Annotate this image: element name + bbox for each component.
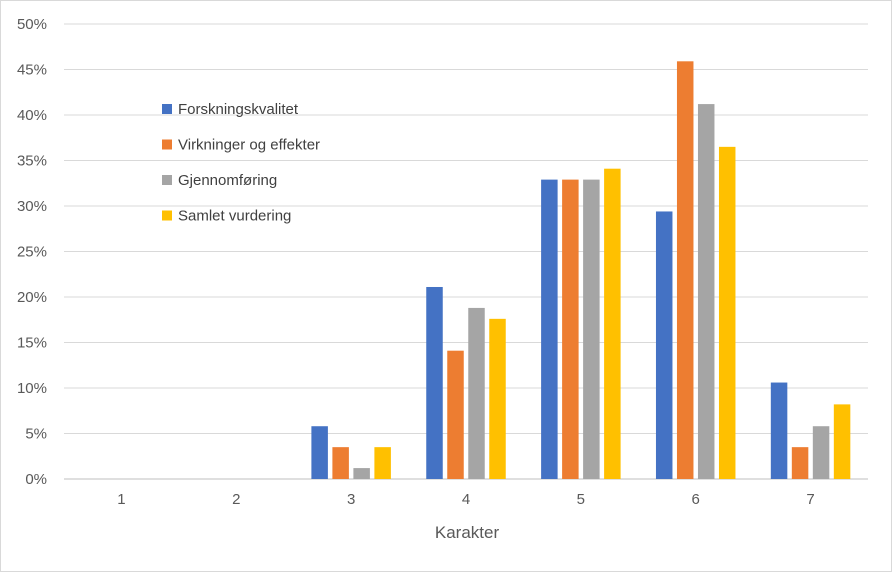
y-tick-label: 35%	[17, 153, 47, 170]
legend-label: Gjennomføring	[178, 172, 277, 189]
legend-label: Samlet vurdering	[178, 208, 291, 225]
x-tick-label: 1	[117, 491, 125, 508]
bar	[332, 447, 349, 479]
bar	[311, 426, 328, 479]
bar	[770, 382, 788, 479]
bar	[374, 447, 391, 479]
bar	[426, 286, 443, 479]
bar	[562, 179, 579, 480]
bar	[655, 211, 673, 479]
bar	[604, 168, 621, 479]
x-tick-label: 2	[232, 491, 240, 508]
legend-swatch	[162, 104, 172, 114]
y-tick-label: 15%	[17, 335, 47, 352]
y-tick-label: 0%	[25, 471, 47, 488]
bar	[468, 307, 485, 479]
legend-label: Virkninger og effekter	[178, 137, 320, 154]
y-tick-label: 25%	[17, 244, 47, 261]
y-tick-label: 45%	[17, 62, 47, 79]
bars	[311, 61, 851, 480]
legend-swatch	[162, 210, 172, 221]
bar	[697, 104, 715, 479]
y-tick-label: 5%	[25, 426, 47, 443]
legend-swatch	[162, 139, 172, 150]
x-axis-title: Karakter	[435, 523, 500, 542]
y-axis-ticks: 0% 5% 10% 15% 20% 25% 30% 35% 40% 45% 50%	[17, 16, 47, 488]
bar	[583, 179, 600, 480]
bar	[812, 426, 830, 479]
x-tick-label: 5	[577, 491, 585, 508]
legend-swatch	[162, 175, 172, 185]
bar	[447, 350, 464, 479]
bar	[791, 447, 809, 479]
x-axis-ticks: 1 2 3 4 5 6 7	[117, 491, 814, 508]
bar	[489, 318, 506, 479]
bar	[676, 61, 694, 480]
x-tick-label: 4	[462, 491, 470, 508]
bar	[353, 468, 370, 479]
x-tick-label: 3	[347, 491, 355, 508]
y-tick-label: 30%	[17, 198, 47, 215]
y-tick-label: 40%	[17, 107, 47, 124]
y-tick-label: 10%	[17, 380, 47, 397]
x-tick-label: 7	[806, 491, 814, 508]
y-tick-label: 20%	[17, 289, 47, 306]
x-tick-label: 6	[692, 491, 700, 508]
bar	[833, 404, 851, 479]
legend-label: Forskningskvalitet	[178, 101, 299, 118]
bar	[541, 179, 558, 480]
gridlines	[64, 23, 868, 480]
legend: Forskningskvalitet Virkninger og effekter…	[162, 101, 320, 225]
bar	[718, 146, 736, 479]
y-tick-label: 50%	[17, 16, 47, 33]
